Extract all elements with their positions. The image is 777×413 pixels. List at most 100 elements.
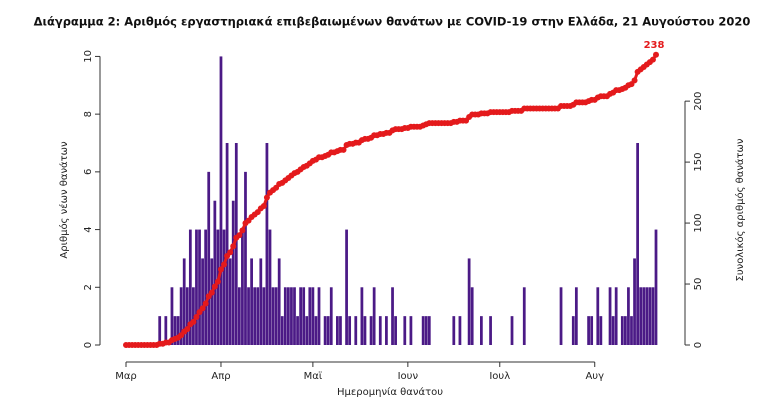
y-tick-label: 8 [83, 111, 94, 117]
bar [630, 316, 633, 345]
bar [627, 287, 630, 345]
bar [654, 229, 658, 345]
bar [354, 316, 358, 345]
bar [452, 316, 456, 345]
bar [277, 258, 281, 345]
bar [179, 287, 183, 345]
bar [173, 316, 177, 345]
bar [378, 316, 382, 345]
bar [192, 287, 195, 345]
y2-tick-label: 200 [693, 92, 704, 111]
bar [225, 143, 229, 345]
bar [345, 229, 348, 345]
cumulative-point [211, 283, 218, 290]
x-tick-label: Απρ [211, 371, 230, 382]
bar [571, 316, 575, 345]
bar [253, 287, 257, 345]
cumulative-point [239, 227, 246, 234]
bar [421, 316, 425, 345]
bar [620, 316, 624, 345]
bar [250, 258, 253, 345]
bar [198, 229, 201, 345]
bar [182, 258, 186, 345]
bar [372, 287, 376, 345]
bar [636, 143, 639, 345]
bar [195, 229, 198, 345]
bar [559, 287, 563, 345]
y-tick-label: 2 [83, 284, 94, 290]
bar [290, 287, 293, 345]
last-value-label: 238 [644, 40, 665, 51]
bar [336, 316, 339, 345]
bar [158, 316, 162, 345]
bar [247, 287, 250, 345]
bar [231, 200, 235, 345]
y-tick-label: 4 [83, 226, 94, 232]
x-tick-label: Αυγ [585, 371, 604, 382]
cumulative-point [202, 300, 209, 307]
bar [403, 316, 407, 345]
bar [265, 143, 269, 345]
bar [234, 143, 238, 345]
bar [574, 287, 578, 345]
cumulative-point [340, 146, 347, 153]
bar [522, 287, 526, 345]
bar [329, 287, 333, 345]
bar [314, 316, 318, 345]
x-tick-label: Ιουν [398, 371, 419, 382]
bar [280, 316, 284, 345]
bar [210, 258, 214, 345]
bar [639, 287, 643, 345]
cumulative-point [649, 56, 656, 63]
bar [323, 316, 327, 345]
bar [164, 316, 168, 345]
bar [510, 316, 514, 345]
cumulative-point [236, 232, 243, 239]
y-axis-label: Αριθμός νέων θανάτων [58, 141, 70, 259]
x-tick-label: Μαρ [115, 371, 137, 382]
chart-title: Διάγραμμα 2: Αριθμός εργαστηριακά επιβεβ… [34, 15, 751, 29]
cumulative-point [263, 194, 270, 201]
cumulative-point [193, 313, 200, 320]
bar [176, 316, 180, 345]
cumulative-point [230, 243, 237, 250]
bar [394, 316, 397, 345]
bar [339, 316, 342, 345]
bar [311, 287, 315, 345]
bar [409, 316, 413, 345]
bar [207, 171, 211, 345]
bar [271, 287, 275, 345]
x-tick-label: Μαϊ [304, 371, 323, 382]
bar [293, 287, 296, 345]
bar [642, 287, 646, 345]
bar [470, 287, 474, 345]
cumulative-point [221, 261, 228, 268]
bar [317, 287, 321, 345]
bar [216, 229, 220, 345]
bar [651, 287, 655, 345]
y2-tick-label: 0 [693, 342, 704, 348]
bar [274, 287, 278, 345]
y-tick-label: 10 [83, 50, 94, 63]
bar [296, 316, 299, 345]
bar [369, 316, 373, 345]
bar [259, 258, 263, 345]
bar [611, 316, 615, 345]
bar [262, 287, 266, 345]
cumulative-point [190, 318, 197, 325]
bar [596, 287, 600, 345]
cumulative-point [184, 326, 191, 333]
bar [360, 287, 364, 345]
bar [645, 287, 649, 345]
bar [237, 287, 241, 345]
bar [204, 229, 208, 345]
bar [614, 287, 618, 345]
bar [228, 258, 232, 345]
y-tick-label: 6 [83, 169, 94, 175]
y-tick-label: 0 [83, 342, 94, 348]
cumulative-point [199, 305, 206, 312]
y2-axis-label: Συνολικός αριθμός θανάτων [734, 138, 746, 281]
bar [424, 316, 428, 345]
bar [201, 258, 204, 345]
